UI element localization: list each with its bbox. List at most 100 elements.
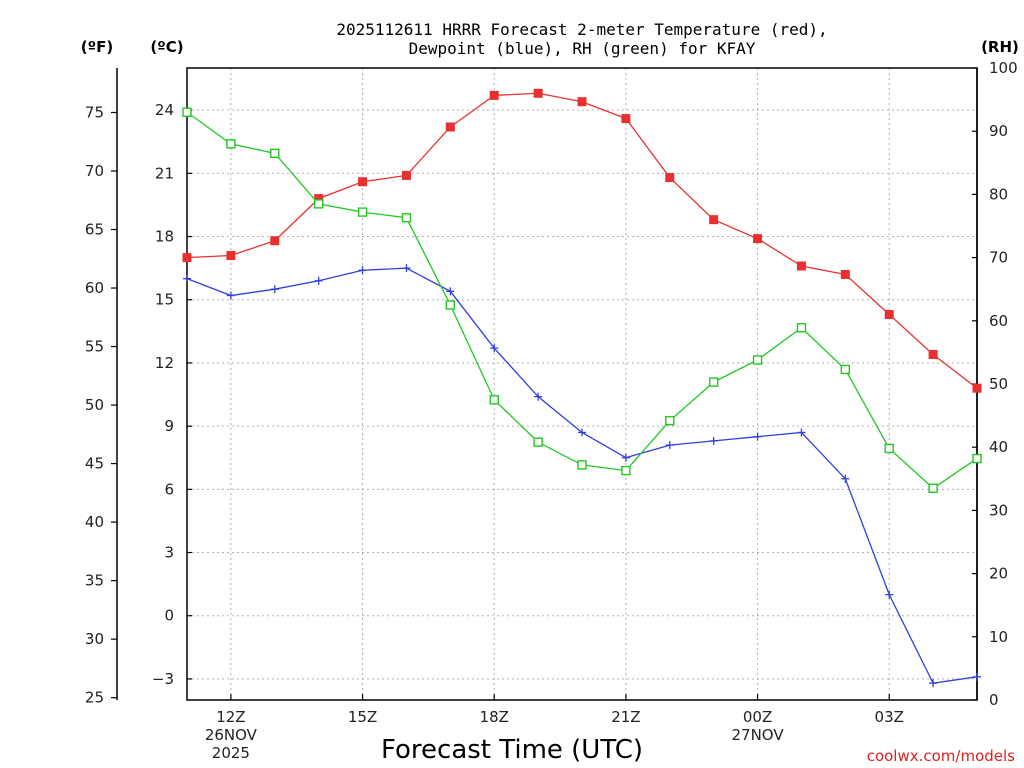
celsius-tick-label-9: 9 xyxy=(164,417,174,435)
rh-tick-label-80: 80 xyxy=(989,185,1008,203)
x-tick-label-15-0: 15Z xyxy=(348,708,377,726)
celsius-tick-label-0: 0 xyxy=(164,607,174,625)
celsius-tick-label--3: −3 xyxy=(152,670,174,688)
celsius-tick-label-12: 12 xyxy=(155,354,174,372)
x-tick-label-27-0: 03Z xyxy=(875,708,904,726)
fahrenheit-tick-label-65: 65 xyxy=(85,221,104,239)
rh-tick-label-100: 100 xyxy=(989,59,1018,77)
fahrenheit-tick-label-30: 30 xyxy=(85,630,104,648)
axes xyxy=(117,68,977,700)
chart-title-line2: Dewpoint (blue), RH (green) for KFAY xyxy=(409,39,756,58)
fahrenheit-tick-label-45: 45 xyxy=(85,455,104,473)
dewpoint-point-12 xyxy=(710,437,718,445)
rh-point-15 xyxy=(841,365,849,373)
fahrenheit-tick-label-60: 60 xyxy=(85,279,104,297)
rh-tick-label-20: 20 xyxy=(989,565,1008,583)
plot-frame xyxy=(187,68,977,700)
dewpoint-point-17 xyxy=(929,679,937,687)
dewpoint-point-5 xyxy=(402,264,410,272)
fahrenheit-tick-label-50: 50 xyxy=(85,396,104,414)
fahrenheit-tick-label-55: 55 xyxy=(85,338,104,356)
x-tick-label-12-2: 2025 xyxy=(212,744,250,762)
data-series xyxy=(183,89,981,687)
dewpoint-point-0 xyxy=(183,275,191,283)
x-tick-label-24-1: 27NOV xyxy=(731,726,784,744)
x-tick-label-18-0: 18Z xyxy=(480,708,509,726)
rh-point-4 xyxy=(359,208,367,216)
dewpoint-point-16 xyxy=(885,591,893,599)
dewpoint-point-10 xyxy=(622,454,630,462)
celsius-tick-label-21: 21 xyxy=(155,164,174,182)
credit-text: coolwx.com/models xyxy=(867,747,1015,765)
temperature-point-17 xyxy=(929,351,937,359)
temperature-point-8 xyxy=(534,89,542,97)
rh-point-1 xyxy=(227,140,235,148)
celsius-tick-label-18: 18 xyxy=(155,228,174,246)
rh-point-3 xyxy=(315,200,323,208)
rh-tick-label-50: 50 xyxy=(989,375,1008,393)
temperature-point-7 xyxy=(490,91,498,99)
temperature-point-0 xyxy=(183,254,191,262)
rh-point-2 xyxy=(271,149,279,157)
celsius-tick-label-15: 15 xyxy=(155,291,174,309)
celsius-tick-label-3: 3 xyxy=(164,544,174,562)
rh-point-11 xyxy=(666,417,674,425)
rh-tick-label-70: 70 xyxy=(989,249,1008,267)
temperature-point-16 xyxy=(885,310,893,318)
x-tick-label-12-0: 12Z xyxy=(216,708,245,726)
temperature-point-14 xyxy=(797,262,805,270)
rh-point-6 xyxy=(446,301,454,309)
axis-ticks: 25 30 35 40 45 50 55 60 65 70 75 −3 0 3 6 9 12 15 18 21 24 0 1… xyxy=(85,59,1018,762)
fahrenheit-tick-label-35: 35 xyxy=(85,572,104,590)
x-tick-label-24-0: 00Z xyxy=(743,708,772,726)
x-axis-label: Forecast Time (UTC) xyxy=(381,735,643,765)
fahrenheit-tick-label-75: 75 xyxy=(85,103,104,121)
rh-point-10 xyxy=(622,467,630,475)
fahrenheit-unit-label: (ºF) xyxy=(81,38,113,56)
dewpoint-point-4 xyxy=(359,266,367,274)
fahrenheit-tick-label-70: 70 xyxy=(85,162,104,180)
rh-tick-label-0: 0 xyxy=(989,691,999,709)
temperature-point-5 xyxy=(402,171,410,179)
series-temperature xyxy=(183,89,981,392)
x-tick-label-21-0: 21Z xyxy=(611,708,640,726)
temperature-point-11 xyxy=(666,174,674,182)
forecast-chart: 2025112611 HRRR Forecast 2-meter Tempera… xyxy=(0,0,1024,768)
rh-tick-label-40: 40 xyxy=(989,438,1008,456)
rh-tick-label-60: 60 xyxy=(989,312,1008,330)
temperature-point-4 xyxy=(359,178,367,186)
rh-tick-label-30: 30 xyxy=(989,501,1008,519)
celsius-tick-label-24: 24 xyxy=(155,101,174,119)
rh-point-13 xyxy=(754,356,762,364)
series-dewpoint xyxy=(183,264,981,687)
rh-point-9 xyxy=(578,461,586,469)
fahrenheit-tick-label-40: 40 xyxy=(85,513,104,531)
rh-point-8 xyxy=(534,438,542,446)
celsius-tick-label-6: 6 xyxy=(164,480,174,498)
rh-point-7 xyxy=(490,396,498,404)
temperature-point-13 xyxy=(754,235,762,243)
temperature-point-6 xyxy=(446,123,454,131)
dewpoint-point-1 xyxy=(227,292,235,300)
rh-point-5 xyxy=(402,214,410,222)
temperature-point-10 xyxy=(622,115,630,123)
temperature-point-18 xyxy=(973,384,981,392)
dewpoint-point-13 xyxy=(754,433,762,441)
dewpoint-point-3 xyxy=(315,277,323,285)
chart-title-line1: 2025112611 HRRR Forecast 2-meter Tempera… xyxy=(336,20,827,39)
rh-unit-label: (RH) xyxy=(981,38,1019,56)
x-tick-label-12-1: 26NOV xyxy=(205,726,258,744)
dewpoint-point-2 xyxy=(271,285,279,293)
dewpoint-point-18 xyxy=(973,673,981,681)
temperature-point-9 xyxy=(578,98,586,106)
temperature-point-15 xyxy=(841,270,849,278)
rh-tick-label-90: 90 xyxy=(989,122,1008,140)
dewpoint-point-11 xyxy=(666,441,674,449)
fahrenheit-tick-label-25: 25 xyxy=(85,689,104,707)
temperature-point-12 xyxy=(710,216,718,224)
rh-point-18 xyxy=(973,455,981,463)
rh-point-17 xyxy=(929,484,937,492)
rh-point-0 xyxy=(183,108,191,116)
dewpoint-line xyxy=(187,268,977,683)
rh-point-16 xyxy=(885,444,893,452)
